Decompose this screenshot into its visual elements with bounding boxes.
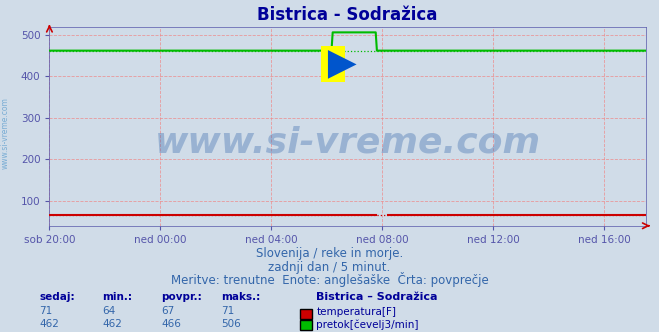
Text: zadnji dan / 5 minut.: zadnji dan / 5 minut. [268,261,391,274]
Text: 71: 71 [40,306,53,316]
Text: www.si-vreme.com: www.si-vreme.com [1,97,10,169]
Text: Meritve: trenutne  Enote: anglešaške  Črta: povprečje: Meritve: trenutne Enote: anglešaške Črta… [171,272,488,287]
Text: 462: 462 [102,319,122,329]
Text: 462: 462 [40,319,59,329]
Text: 71: 71 [221,306,234,316]
Polygon shape [321,46,345,82]
Text: 466: 466 [161,319,181,329]
Title: Bistrica - Sodražica: Bistrica - Sodražica [258,6,438,24]
Text: temperatura[F]: temperatura[F] [316,307,396,317]
Text: pretok[čevelj3/min]: pretok[čevelj3/min] [316,319,419,330]
Text: 506: 506 [221,319,241,329]
Text: Bistrica – Sodražica: Bistrica – Sodražica [316,292,438,302]
Text: sedaj:: sedaj: [40,292,75,302]
Text: www.si-vreme.com: www.si-vreme.com [155,125,540,159]
Text: 64: 64 [102,306,115,316]
Text: 67: 67 [161,306,175,316]
Polygon shape [328,50,357,79]
Text: povpr.:: povpr.: [161,292,202,302]
Text: min.:: min.: [102,292,132,302]
Text: maks.:: maks.: [221,292,260,302]
Text: Slovenija / reke in morje.: Slovenija / reke in morje. [256,247,403,260]
